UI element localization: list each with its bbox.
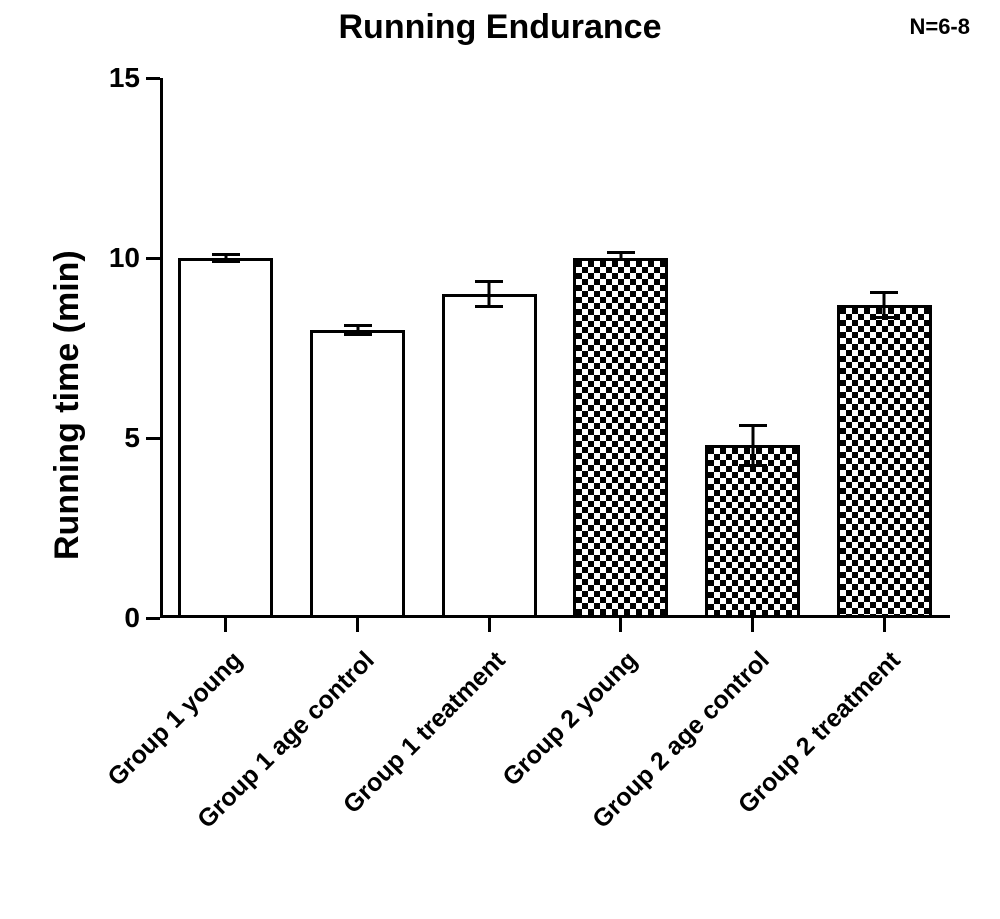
x-tick	[488, 618, 491, 632]
x-tick	[883, 618, 886, 632]
y-tick-label: 15	[88, 62, 140, 94]
y-axis-label: Running time (min)	[48, 250, 87, 560]
errorbar	[488, 281, 491, 294]
y-tick	[146, 437, 160, 440]
errorbar	[751, 425, 754, 445]
errorbar-cap	[607, 251, 635, 254]
y-tick-label: 10	[88, 242, 140, 274]
x-tick	[751, 618, 754, 632]
x-tick-label: Group 2 young	[497, 646, 643, 792]
errorbar	[883, 292, 886, 305]
plot-area: 051015Group 1 youngGroup 1 age controlGr…	[160, 78, 950, 618]
y-axis	[160, 78, 163, 618]
y-tick-label: 5	[88, 422, 140, 454]
bar	[178, 258, 273, 618]
y-tick-label: 0	[88, 602, 140, 634]
y-tick	[146, 257, 160, 260]
running-endurance-chart: Running Endurance N=6-8 Running time (mi…	[0, 0, 1000, 919]
bar	[573, 258, 668, 618]
bar	[442, 294, 537, 618]
x-tick-label: Group 1 young	[102, 646, 248, 792]
x-tick	[619, 618, 622, 632]
y-tick	[146, 77, 160, 80]
errorbar-cap	[739, 464, 767, 467]
bar	[705, 445, 800, 618]
errorbar-cap	[344, 324, 372, 327]
errorbar-cap	[212, 260, 240, 263]
errorbar-cap	[870, 291, 898, 294]
chart-title: Running Endurance	[0, 8, 1000, 47]
x-axis	[160, 615, 950, 618]
errorbar-cap	[739, 424, 767, 427]
n-annotation: N=6-8	[909, 14, 970, 40]
errorbar-cap	[870, 316, 898, 319]
x-tick	[356, 618, 359, 632]
bar	[837, 305, 932, 618]
errorbar-cap	[344, 333, 372, 336]
x-tick	[224, 618, 227, 632]
errorbar	[751, 445, 754, 465]
errorbar-cap	[212, 253, 240, 256]
y-tick	[146, 617, 160, 620]
errorbar-cap	[475, 280, 503, 283]
bar	[310, 330, 405, 618]
errorbar-cap	[475, 305, 503, 308]
